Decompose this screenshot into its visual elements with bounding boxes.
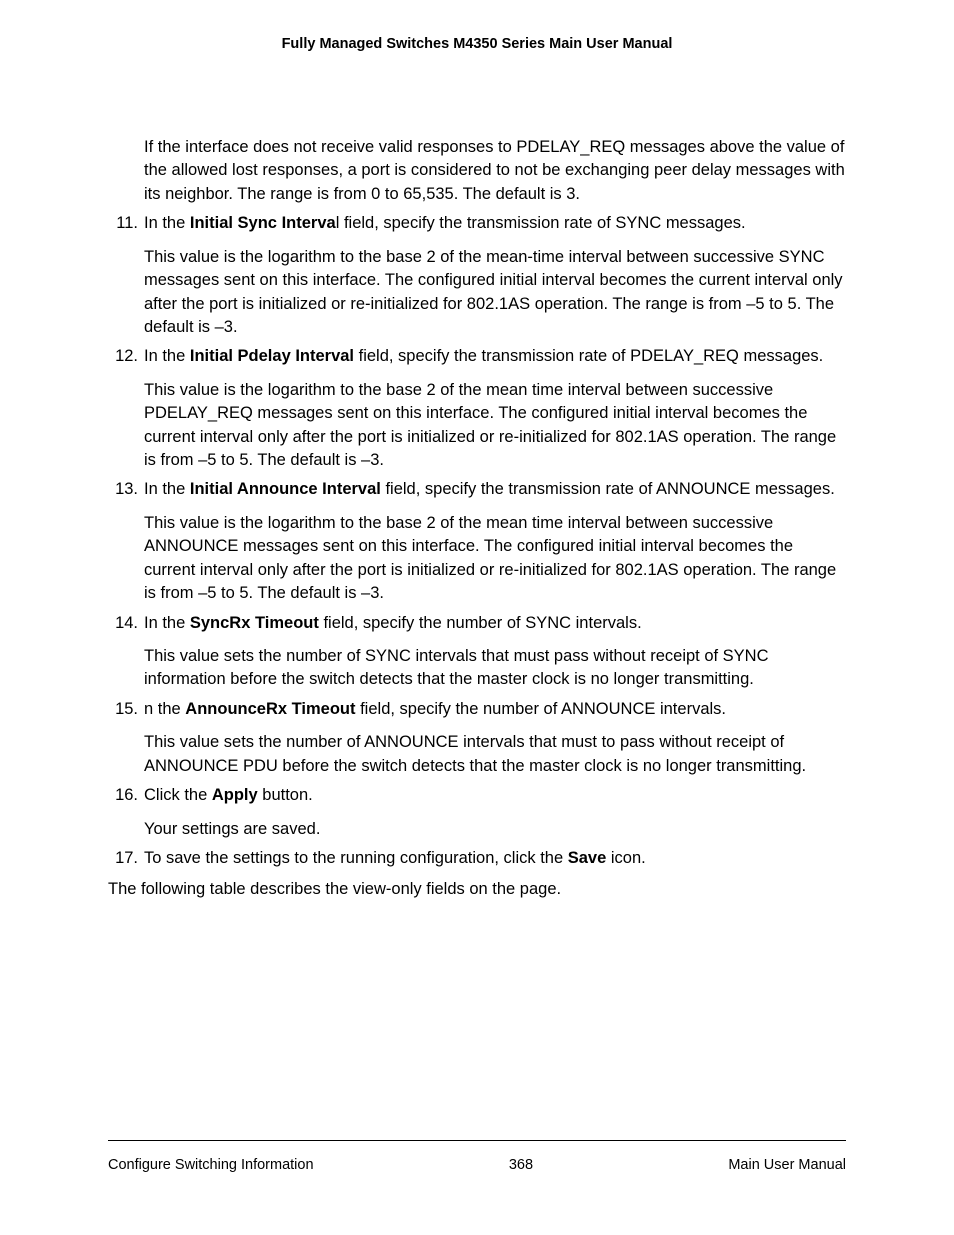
list-item-13: 13. In the Initial Announce Interval fie…	[108, 478, 846, 501]
body-content: If the interface does not receive valid …	[108, 136, 846, 902]
list-text-suffix: l field, specify the transmission rate o…	[336, 214, 746, 232]
list-item-17: 17. To save the settings to the running …	[108, 847, 846, 870]
list-item-11: 11. In the Initial Sync Interval field, …	[108, 212, 846, 235]
list-text-prefix: In the	[144, 480, 190, 498]
list-text-bold: SyncRx Timeout	[190, 614, 319, 632]
list-text-prefix: To save the settings to the running conf…	[144, 849, 568, 867]
list-number: 17.	[108, 847, 144, 870]
page-header-title: Fully Managed Switches M4350 Series Main…	[108, 36, 846, 52]
list-body: In the Initial Announce Interval field, …	[144, 478, 846, 501]
footer-right: Main User Manual	[728, 1157, 846, 1173]
list-text-prefix: Click the	[144, 786, 212, 804]
list-text-bold: Initial Announce Interval	[190, 480, 381, 498]
list-text-bold: AnnounceRx Timeout	[185, 700, 355, 718]
list-text-prefix: n the	[144, 700, 185, 718]
list-text-prefix: In the	[144, 214, 190, 232]
intro-paragraph: If the interface does not receive valid …	[144, 136, 846, 206]
list-text-bold: Apply	[212, 786, 258, 804]
list-text-bold: Initial Pdelay Interval	[190, 347, 354, 365]
list-text-suffix: field, specify the number of SYNC interv…	[319, 614, 642, 632]
list-body: In the Initial Pdelay Interval field, sp…	[144, 345, 846, 368]
list-text-prefix: In the	[144, 347, 190, 365]
list-sub-15: This value sets the number of ANNOUNCE i…	[144, 731, 846, 778]
list-sub-16: Your settings are saved.	[144, 818, 846, 841]
footer-left: Configure Switching Information	[108, 1157, 314, 1173]
list-number: 11.	[108, 212, 144, 235]
list-text-suffix: field, specify the number of ANNOUNCE in…	[356, 700, 726, 718]
list-text-bold: Initial Sync Interva	[190, 214, 336, 232]
list-item-16: 16. Click the Apply button.	[108, 784, 846, 807]
list-number: 15.	[108, 698, 144, 721]
list-sub-11: This value is the logarithm to the base …	[144, 246, 846, 340]
list-item-15: 15. n the AnnounceRx Timeout field, spec…	[108, 698, 846, 721]
list-text-prefix: In the	[144, 614, 190, 632]
list-text-suffix: icon.	[606, 849, 645, 867]
page-footer: Configure Switching Information 368 Main…	[108, 1140, 846, 1173]
list-number: 14.	[108, 612, 144, 635]
list-number: 13.	[108, 478, 144, 501]
list-text-suffix: field, specify the transmission rate of …	[354, 347, 823, 365]
list-body: Click the Apply button.	[144, 784, 846, 807]
list-body: n the AnnounceRx Timeout field, specify …	[144, 698, 846, 721]
list-sub-13: This value is the logarithm to the base …	[144, 512, 846, 606]
footer-page-number: 368	[509, 1157, 533, 1173]
list-item-12: 12. In the Initial Pdelay Interval field…	[108, 345, 846, 368]
list-body: To save the settings to the running conf…	[144, 847, 846, 870]
list-sub-14: This value sets the number of SYNC inter…	[144, 645, 846, 692]
list-body: In the Initial Sync Interval field, spec…	[144, 212, 846, 235]
list-item-14: 14. In the SyncRx Timeout field, specify…	[108, 612, 846, 635]
list-text-bold: Save	[568, 849, 607, 867]
list-text-suffix: button.	[258, 786, 313, 804]
list-sub-12: This value is the logarithm to the base …	[144, 379, 846, 473]
list-text-suffix: field, specify the transmission rate of …	[381, 480, 835, 498]
list-number: 12.	[108, 345, 144, 368]
footer-row: Configure Switching Information 368 Main…	[108, 1157, 846, 1173]
document-page: Fully Managed Switches M4350 Series Main…	[0, 0, 954, 1235]
footer-divider	[108, 1140, 846, 1141]
list-number: 16.	[108, 784, 144, 807]
closing-paragraph: The following table describes the view-o…	[108, 878, 846, 901]
list-body: In the SyncRx Timeout field, specify the…	[144, 612, 846, 635]
